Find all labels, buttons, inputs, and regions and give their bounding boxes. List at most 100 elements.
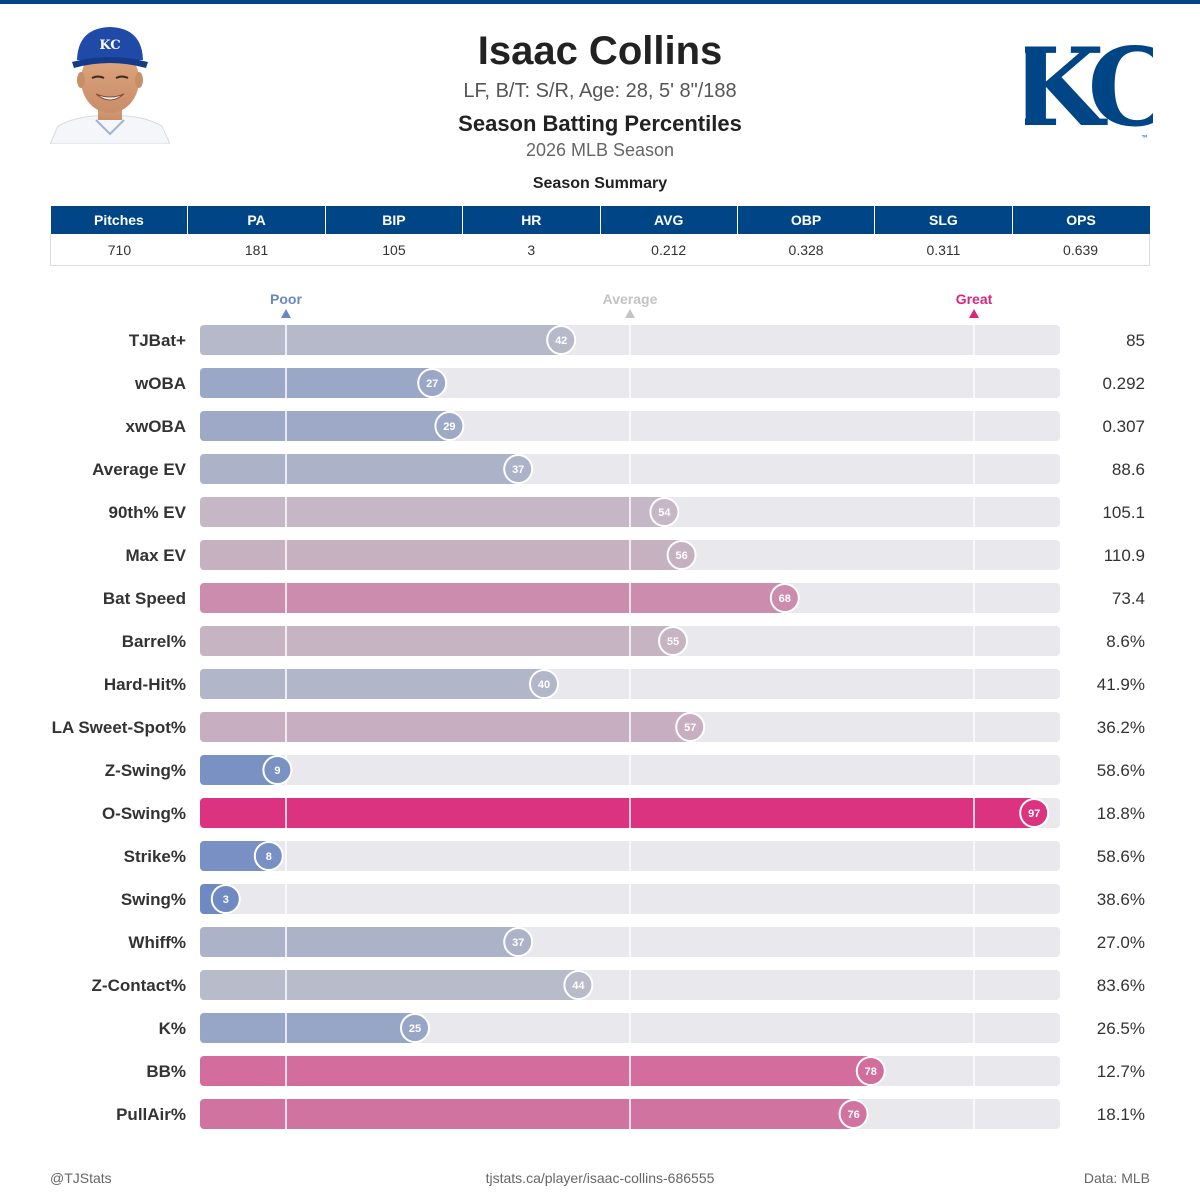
category-label-tjbat: TJBat+ [129,331,186,350]
summary-val-obp: 0.328 [737,234,875,266]
percentile-badge-bat-speed [769,583,800,613]
scale-marker-poor [281,309,291,318]
bar-90th-ev [200,497,665,527]
category-label-xwoba: xwOBA [126,417,186,436]
summary-col-obp: OBP [737,206,876,234]
percentile-badge-barrel [658,626,688,656]
bar-pullair [200,1099,854,1129]
scale-label-poor: Poor [270,291,302,307]
stat-value-strike: 58.6% [1097,847,1145,866]
season-summary-table: Pitches PA BIP HR AVG OBP SLG OPS 710 18… [49,206,1151,266]
stat-value-z-contact: 83.6% [1097,976,1145,995]
percentile-label-max-ev: 56 [675,550,687,562]
summary-col-bip: BIP [325,206,464,234]
summary-value-row: 710 181 105 3 0.212 0.328 0.311 0.639 [49,234,1151,266]
percentile-badge-z-swing [262,755,293,785]
bar-barrel [200,626,673,656]
category-label-z-contact: Z-Contact% [92,976,186,995]
stat-value-xwoba: 0.307 [1102,417,1145,436]
summary-val-hr: 3 [462,234,600,266]
percentile-badge-la-sweet-spot [675,712,706,742]
category-label-hard-hit: Hard-Hit% [104,675,186,694]
percentile-label-barrel: 55 [667,636,679,648]
team-logo: KC ™ [1025,25,1153,145]
stat-value-hard-hit: 41.9% [1097,675,1145,694]
summary-val-pitches: 710 [49,234,188,266]
summary-col-avg: AVG [600,206,738,234]
percentile-label-la-sweet-spot: 57 [684,722,696,734]
percentile-label-swing: 3 [223,894,229,906]
percentile-badge-max-ev [666,540,697,570]
bar-max-ev [200,540,682,570]
stat-value-max-ev: 110.9 [1104,546,1145,565]
summary-header-row: Pitches PA BIP HR AVG OBP SLG OPS [50,206,1150,234]
percentile-label-average-ev: 37 [512,464,524,476]
bar-average-ev [200,454,519,484]
summary-val-avg: 0.212 [600,234,738,266]
summary-val-bip: 105 [325,234,463,266]
stat-value-tjbat: 85 [1126,331,1145,350]
percentile-badge-xwoba [434,411,465,441]
bar-z-swing [200,755,278,785]
category-label-whiff: Whiff% [128,933,186,952]
category-label-90th-ev: 90th% EV [109,503,187,522]
percentile-badge-hard-hit [529,669,559,699]
percentile-label-bb: 78 [865,1066,877,1078]
percentile-label-k: 25 [409,1023,421,1035]
scale-label-average: Average [603,291,658,307]
summary-val-slg: 0.311 [874,234,1013,266]
summary-title: Season Summary [532,175,668,192]
bar-k [200,1013,415,1043]
category-label-la-sweet-spot: LA Sweet-Spot% [52,718,186,737]
percentile-badge-woba [417,368,448,398]
bar-o-swing [200,798,1035,828]
bar-bb [200,1056,871,1086]
percentile-label-tjbat: 42 [555,335,567,347]
percentile-badge-90th-ev [649,497,680,527]
team-logo-text: KC [1025,25,1153,145]
bar-woba [200,368,433,398]
percentile-badge-whiff [503,927,534,957]
bar-hard-hit [200,669,544,699]
chart-header: Isaac Collins LF, B/T: S/R, Age: 28, 5' … [200,28,1000,162]
category-label-max-ev: Max EV [126,546,187,565]
top-accent-rule [0,0,1200,4]
stat-value-whiff: 27.0% [1097,933,1145,952]
percentile-label-whiff: 37 [512,937,524,949]
trademark-mark: ™ [1141,134,1149,143]
stat-value-la-sweet-spot: 36.2% [1097,718,1145,737]
summary-col-ops: OPS [1012,206,1150,234]
category-label-pullair: PullAir% [116,1105,186,1124]
category-label-swing: Swing% [121,890,186,909]
percentile-badge-k [400,1013,430,1043]
chart-title: Season Batting Percentiles [458,111,742,136]
percentile-label-bat-speed: 68 [779,593,791,605]
percentile-label-strike: 8 [266,851,272,863]
bar-z-contact [200,970,579,1000]
summary-col-slg: SLG [874,206,1013,234]
percentile-label-xwoba: 29 [443,421,455,433]
cap-logo: KC [99,38,120,53]
summary-val-pa: 181 [187,234,326,266]
player-info: LF, B/T: S/R, Age: 28, 5' 8"/188 [463,80,737,102]
percentile-badge-average-ev [503,454,534,484]
bar-xwoba [200,411,450,441]
category-label-o-swing: O-Swing% [102,804,186,823]
category-label-barrel: Barrel% [122,632,186,651]
stat-value-bb: 12.7% [1097,1062,1145,1081]
bar-whiff [200,927,519,957]
bar-tjbat [200,325,562,355]
bar-bat-speed [200,583,785,613]
percentile-label-hard-hit: 40 [538,679,550,691]
percentile-label-pullair: 76 [847,1109,859,1121]
percentile-badge-z-contact [563,970,594,1000]
footer-url: tjstats.ca/player/isaac-collins-686555 [485,1170,715,1186]
category-label-woba: wOBA [134,374,186,393]
percentile-label-woba: 27 [426,378,438,390]
summary-col-pitches: Pitches [50,206,189,234]
stat-value-average-ev: 88.6 [1112,460,1145,479]
stat-value-o-swing: 18.8% [1097,804,1145,823]
percentile-label-o-swing: 97 [1028,808,1040,820]
category-label-bat-speed: Bat Speed [103,589,186,608]
stat-value-pullair: 18.1% [1097,1105,1145,1124]
